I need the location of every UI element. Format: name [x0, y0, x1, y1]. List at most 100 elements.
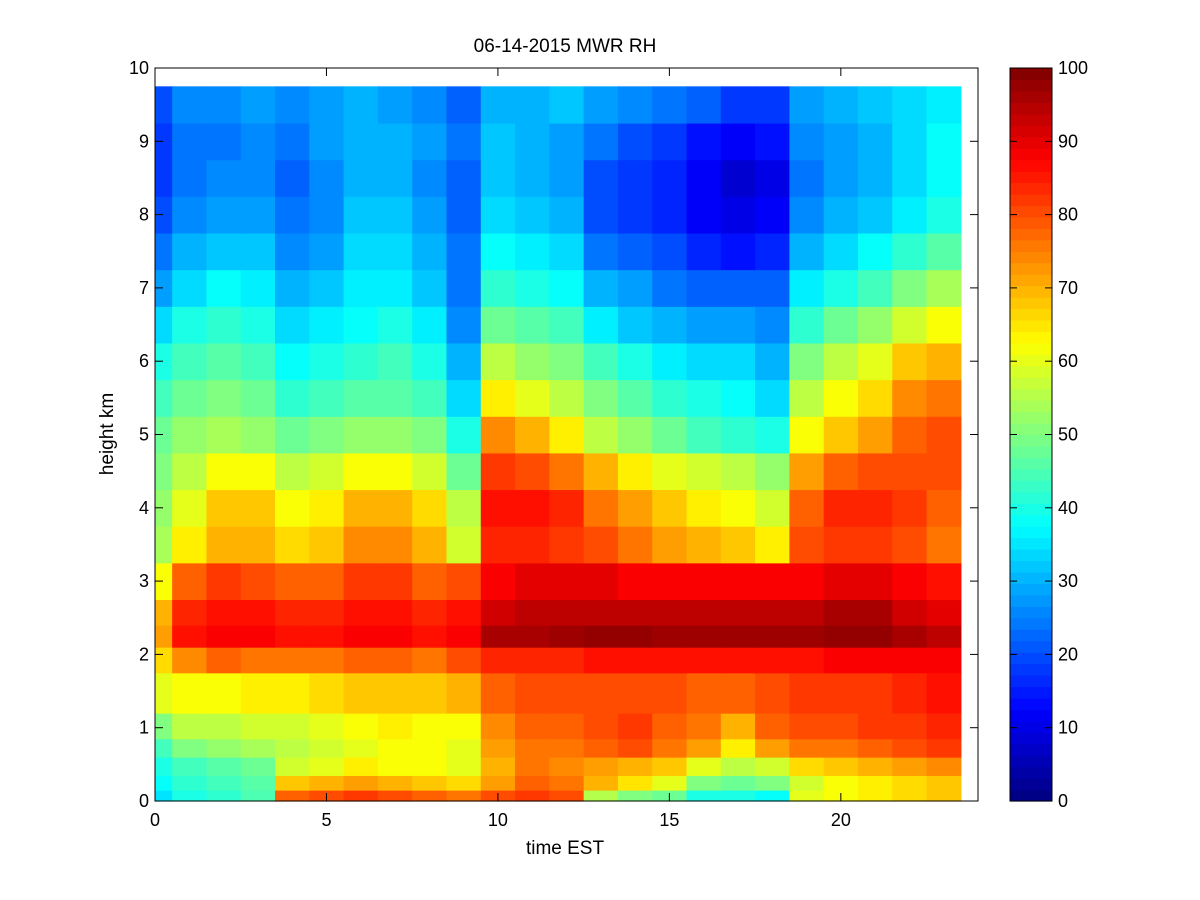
heatmap-cell — [480, 159, 516, 197]
heatmap-cell — [343, 196, 379, 234]
heatmap-cell — [755, 122, 790, 161]
heatmap-cell — [309, 757, 345, 776]
heatmap-cell — [377, 625, 413, 648]
heatmap-cell — [549, 159, 585, 197]
heatmap-cell — [446, 647, 482, 674]
colorbar-band — [1010, 560, 1052, 573]
heatmap-cell — [549, 790, 585, 802]
heatmap-cell — [755, 738, 790, 758]
heatmap-cell — [240, 738, 276, 758]
heatmap-cell — [480, 562, 516, 601]
heatmap-cell — [206, 672, 242, 714]
heatmap-cell — [720, 790, 756, 802]
heatmap-cell — [720, 526, 756, 564]
heatmap-cell — [857, 562, 893, 601]
heatmap-cell — [583, 713, 619, 740]
heatmap-cell — [206, 647, 242, 674]
heatmap-cell — [240, 672, 276, 714]
heatmap-cell — [172, 672, 208, 714]
heatmap-cell — [172, 122, 208, 161]
colorbar-band — [1010, 159, 1052, 172]
heatmap-cell — [343, 672, 379, 714]
heatmap-cell — [789, 342, 825, 381]
heatmap-cell — [617, 122, 653, 161]
heatmap-cell — [172, 269, 208, 307]
heatmap-cell — [377, 159, 413, 197]
heatmap-cell — [686, 269, 722, 307]
heatmap-cell — [172, 342, 208, 381]
heatmap-cell — [480, 269, 516, 307]
heatmap-cell — [686, 647, 722, 674]
colorbar-band — [1010, 526, 1052, 539]
heatmap-cell — [172, 599, 208, 626]
heatmap-cell — [857, 672, 893, 714]
heatmap-cell — [343, 306, 379, 344]
colorbar-band — [1010, 571, 1052, 584]
heatmap-cell — [515, 672, 550, 714]
heatmap-cell — [206, 526, 242, 564]
heatmap-cell — [823, 196, 859, 234]
heatmap-cell — [652, 775, 688, 791]
x-tick-label: 10 — [488, 810, 508, 830]
heatmap-cell — [446, 757, 482, 776]
heatmap-cell — [446, 526, 482, 564]
heatmap-cell — [309, 713, 345, 740]
heatmap-cell — [446, 775, 482, 791]
heatmap-cell — [720, 775, 756, 791]
heatmap-cell — [172, 159, 208, 197]
heatmap-cell — [857, 526, 893, 564]
colorbar-band — [1010, 434, 1052, 447]
heatmap-cell — [857, 416, 893, 454]
x-axis-label: time EST — [526, 838, 605, 859]
colorbar-band — [1010, 319, 1052, 333]
heatmap-cell — [583, 232, 619, 271]
heatmap-cell — [549, 232, 585, 271]
heatmap-cell — [823, 647, 859, 674]
colorbar-band — [1010, 743, 1052, 756]
heatmap-cell — [720, 416, 756, 454]
heatmap-cell — [515, 489, 550, 527]
heatmap-cell — [892, 738, 928, 758]
heatmap-cell — [275, 196, 310, 234]
heatmap-cell — [206, 196, 242, 234]
heatmap-cell — [926, 790, 962, 802]
heatmap-cell — [823, 713, 859, 740]
y-tick-label: 0 — [139, 791, 149, 811]
colorbar-tick-label: 90 — [1058, 131, 1078, 151]
heatmap-cell — [343, 159, 379, 197]
heatmap-cell — [240, 526, 276, 564]
colorbar-tick-label: 80 — [1058, 205, 1078, 225]
heatmap-cell — [480, 379, 516, 417]
heatmap-cell — [892, 757, 928, 776]
heatmap-cell — [446, 196, 482, 234]
heatmap-cell — [515, 526, 550, 564]
heatmap-cell — [309, 526, 345, 564]
heatmap-cell — [549, 599, 585, 626]
heatmap-cell — [652, 269, 688, 307]
heatmap-cell — [480, 647, 516, 674]
heatmap-cell — [309, 738, 345, 758]
colorbar-band — [1010, 400, 1052, 413]
heatmap-cell — [892, 232, 928, 271]
heatmap-cells — [155, 86, 962, 802]
heatmap-cell — [892, 713, 928, 740]
heatmap-cell — [343, 452, 379, 491]
heatmap-cell — [823, 562, 859, 601]
heatmap-cell — [583, 159, 619, 197]
heatmap-cell — [892, 647, 928, 674]
heatmap-cell — [892, 269, 928, 307]
colorbar-band — [1010, 342, 1052, 355]
heatmap-cell — [275, 790, 310, 802]
colorbar-band — [1010, 663, 1052, 676]
heatmap-cell — [309, 599, 345, 626]
heatmap-cell — [309, 452, 345, 491]
y-tick-label: 6 — [139, 351, 149, 371]
colorbar-band — [1010, 549, 1052, 562]
heatmap-cell — [652, 196, 688, 234]
heatmap-cell — [823, 232, 859, 271]
heatmap-cell — [549, 416, 585, 454]
heatmap-cell — [583, 86, 619, 124]
heatmap-cell — [755, 159, 790, 197]
heatmap-cell — [549, 342, 585, 381]
heatmap-cell — [206, 379, 242, 417]
